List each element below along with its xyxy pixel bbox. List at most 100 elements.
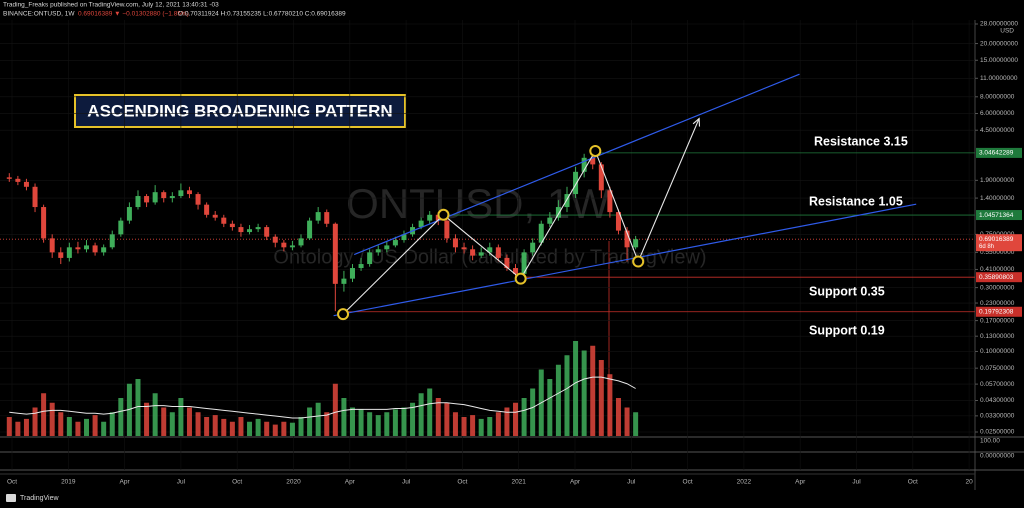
candle-body: [144, 196, 150, 203]
price-tag-label: 0.35890803: [979, 274, 1014, 281]
x-tick-label: Oct: [908, 479, 918, 486]
candle-body: [298, 238, 304, 246]
candle-body: [607, 190, 613, 213]
candle-body: [513, 268, 519, 274]
x-tick-label: Jul: [177, 479, 186, 486]
x-tick-label: Jul: [627, 479, 636, 486]
candle-body: [564, 194, 570, 208]
y-tick-label: 0.02500000: [980, 429, 1015, 436]
pattern-point: [514, 272, 527, 285]
watermark-title: ONTUSD, 1W: [346, 180, 610, 227]
candle-body: [75, 247, 81, 250]
candle-body: [530, 242, 536, 253]
volume-bar: [75, 421, 81, 436]
volume-bar: [547, 379, 553, 436]
candle-body: [272, 236, 278, 243]
candle-body: [367, 252, 373, 265]
y-tick-label: 0.04300000: [980, 397, 1015, 404]
candle-body: [15, 178, 21, 182]
candle-body: [581, 157, 587, 172]
candle-body: [186, 190, 192, 195]
volume-bar: [178, 398, 184, 436]
y-tick-label: 1.40000000: [980, 195, 1015, 202]
level-label: Resistance 3.15: [814, 134, 908, 148]
brand: TradingView: [20, 495, 59, 502]
price-tag-label: 3.04642289: [979, 150, 1014, 157]
volume-bar: [332, 383, 338, 436]
volume-bar: [410, 402, 416, 436]
volume-bar: [598, 360, 604, 436]
candle-body: [238, 227, 244, 233]
volume-bar: [315, 402, 321, 436]
volume-bar: [58, 412, 64, 436]
candle-body: [555, 207, 561, 218]
candle-body: [444, 220, 450, 239]
volume-bar: [615, 398, 621, 436]
candle-body: [195, 194, 201, 205]
volume-bar: [264, 421, 270, 436]
volume-bar: [444, 402, 450, 436]
pattern-point: [589, 144, 602, 157]
volume-bar: [367, 412, 373, 436]
volume-bar: [144, 402, 150, 436]
symbol: BINANCE:ONTUSD, 1W: [3, 11, 75, 18]
y-tick-label: 0.30000000: [980, 284, 1015, 291]
volume-bar: [41, 393, 47, 436]
candle-body: [101, 247, 107, 253]
y-tick-label: 0.13000000: [980, 333, 1015, 340]
arrow-head: [692, 117, 701, 127]
x-tick-label: Apr: [570, 479, 581, 486]
x-tick-label: Apr: [795, 479, 806, 486]
volume-bar: [607, 374, 613, 436]
candle-body: [547, 217, 553, 224]
x-tick-label: 2019: [61, 479, 76, 486]
volume-bar: [401, 407, 407, 436]
y-tick-label: 28.00000000: [980, 21, 1018, 28]
y-tick-label: 6.00000000: [980, 110, 1015, 117]
y-tick-label: 20.00000000: [980, 40, 1018, 47]
volume-bar: [6, 417, 12, 436]
volume-bar: [204, 417, 210, 436]
volume-bar: [581, 350, 587, 436]
candle-body: [504, 257, 510, 269]
volume-bar: [573, 341, 579, 436]
pattern-point: [337, 308, 350, 321]
candle-body: [392, 240, 398, 246]
volume-bar: [118, 398, 124, 436]
price-tag: [976, 306, 1022, 317]
trendline: [353, 73, 800, 256]
x-tick-label: Jul: [852, 479, 861, 486]
candle-body: [384, 245, 390, 250]
pattern-point: [632, 255, 645, 268]
volume-bar: [487, 417, 493, 436]
candle-body: [212, 214, 218, 218]
candle-body: [49, 238, 55, 253]
candle-body: [615, 212, 621, 231]
projection-arrow: [637, 118, 700, 262]
volume-bar: [49, 402, 55, 436]
volume-bar: [32, 407, 38, 436]
price-tag: [976, 147, 1022, 158]
candle-body: [247, 229, 253, 233]
candle-body: [84, 245, 90, 250]
volume-bar: [229, 421, 235, 436]
volume-bar: [195, 412, 201, 436]
volume-bar: [341, 398, 347, 436]
x-tick-label: 2022: [737, 479, 752, 486]
y-tick-label: 0.03300000: [980, 413, 1015, 420]
volume-bar: [590, 345, 596, 436]
volume-bar: [427, 388, 433, 436]
x-tick-label: Jul: [402, 479, 411, 486]
candle-body: [204, 204, 210, 215]
volume-bar: [392, 409, 398, 436]
candle-body: [229, 223, 235, 228]
volume-bar: [478, 418, 484, 436]
candle-body: [573, 171, 579, 195]
currency: USD: [1000, 28, 1014, 35]
candle-body: [255, 227, 261, 230]
candle-body: [624, 230, 630, 248]
candle-body: [633, 239, 639, 248]
volume-bar: [418, 393, 424, 436]
volume-bar: [349, 407, 355, 436]
